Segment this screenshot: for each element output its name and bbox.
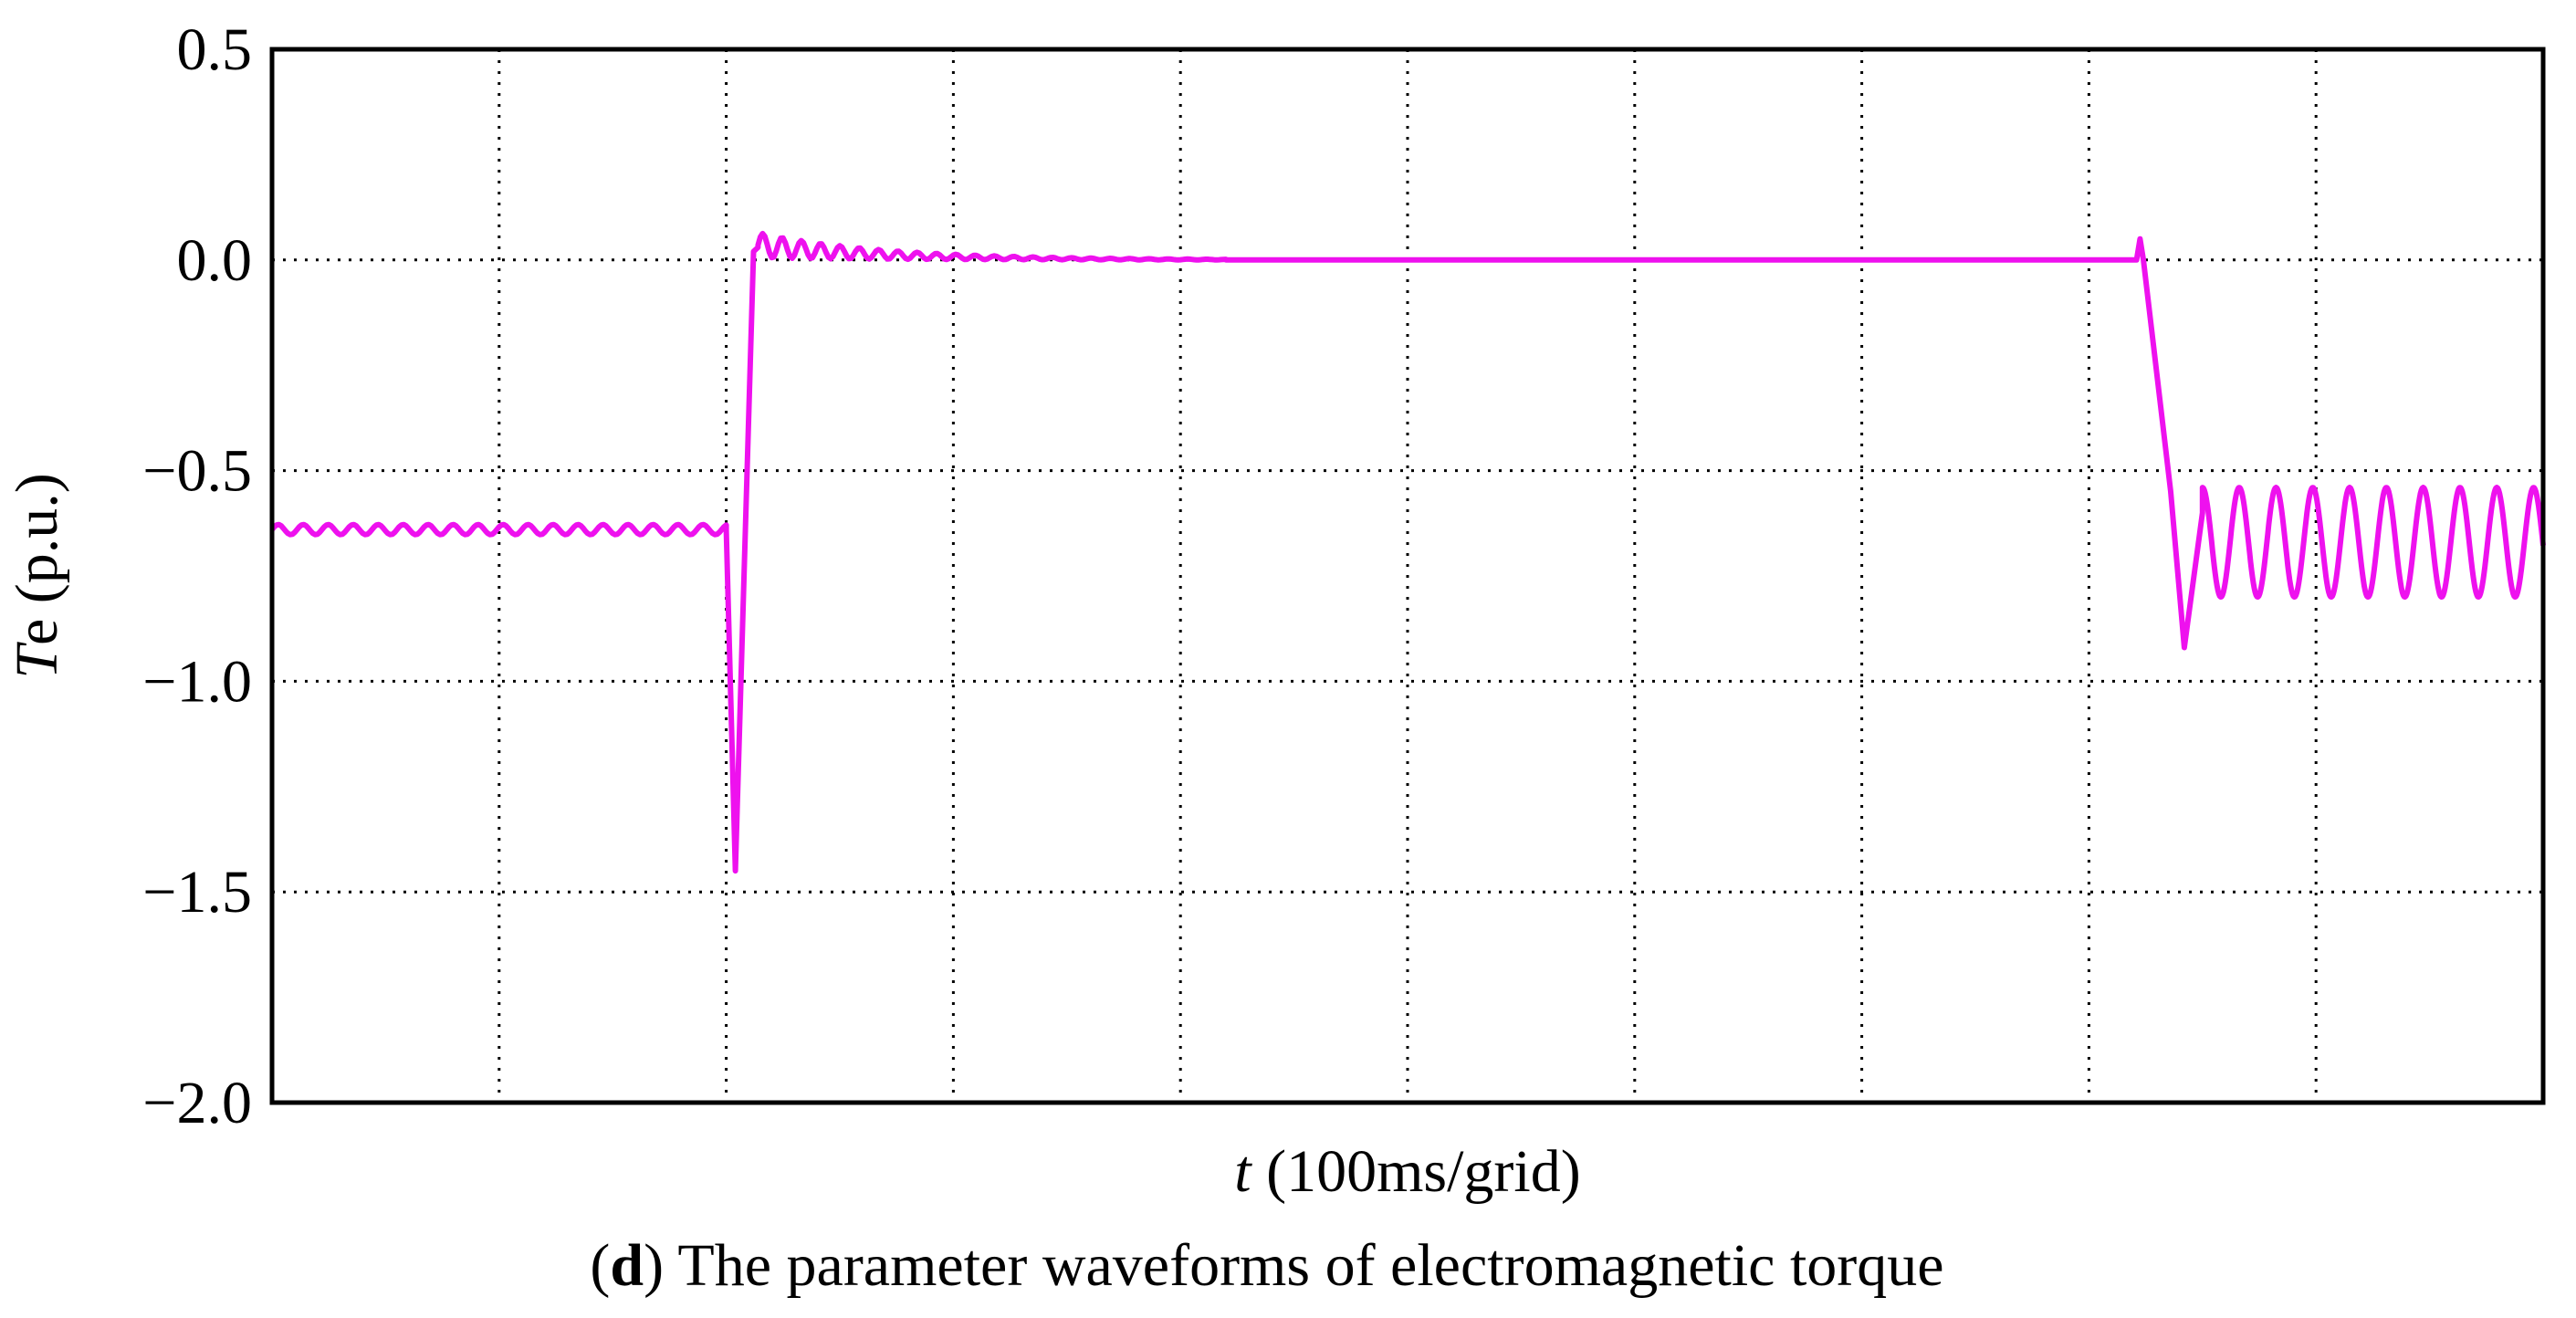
y-tick-label: −0.5 [142, 438, 252, 505]
caption-open-paren: ( [590, 1232, 610, 1299]
x-axis-label-rest: (100ms/grid) [1251, 1138, 1581, 1205]
y-axis-title: Te (p.u.) [4, 473, 70, 678]
series-line [269, 230, 2546, 874]
caption-text: The parameter waveforms of electromagnet… [664, 1232, 1943, 1299]
y-tick-label: 0.5 [177, 16, 253, 83]
grid [272, 49, 2543, 1103]
series-group [269, 230, 2546, 874]
y-tick-label: −2.0 [142, 1070, 252, 1136]
x-axis-title: t (100ms/grid) [1234, 1138, 1580, 1205]
y-tick-label: −1.5 [142, 859, 252, 926]
y-tick-label: −1.0 [142, 648, 252, 715]
plot-frame [269, 47, 2546, 1105]
caption-close-paren: ) [644, 1232, 664, 1299]
y-tick-labels: 0.5 0.0 −0.5 −1.0 −1.5 −2.0 [142, 16, 252, 1136]
caption-letter: d [610, 1232, 644, 1299]
y-tick-label: 0.0 [177, 227, 253, 294]
y-axis-symbol: T [4, 642, 70, 679]
x-axis-symbol: t [1234, 1138, 1252, 1205]
y-axis-label-rest: e (p.u.) [4, 473, 70, 645]
figure-caption: (d) The parameter waveforms of electroma… [590, 1232, 1943, 1299]
